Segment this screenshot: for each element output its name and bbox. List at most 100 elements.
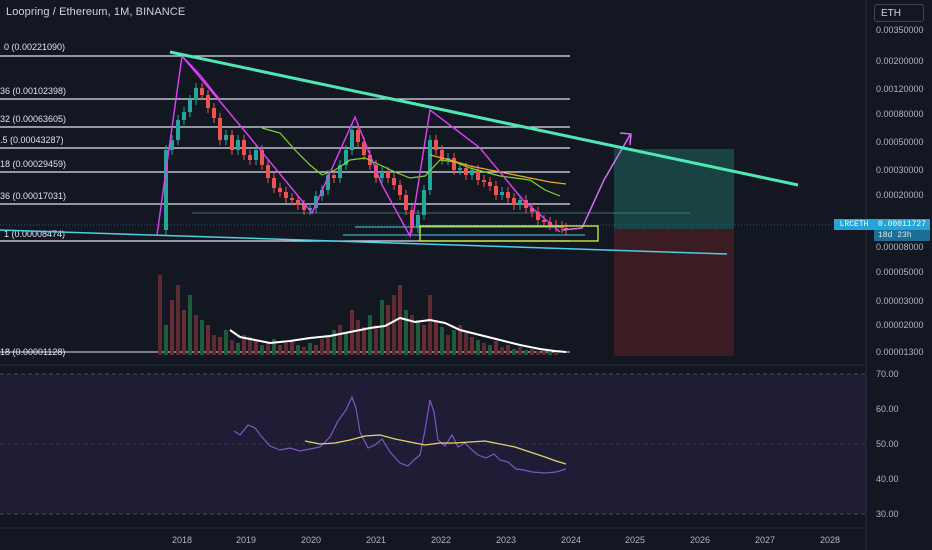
volume-bar xyxy=(428,295,432,355)
volume-bar xyxy=(170,300,174,355)
time-tick-2025: 2025 xyxy=(625,535,645,545)
candle-body xyxy=(266,165,270,178)
volume-bar xyxy=(434,320,438,355)
candle-body xyxy=(278,188,282,192)
candle-body xyxy=(470,170,474,175)
candle-body xyxy=(290,198,294,200)
time-tick-2026: 2026 xyxy=(690,535,710,545)
price-tick-0: 0.00350000 xyxy=(876,25,924,35)
candle-body xyxy=(416,215,420,228)
zigzag-pattern[interactable] xyxy=(156,54,561,239)
candle-body xyxy=(536,212,540,220)
candle-body xyxy=(320,190,324,196)
price-tick-1: 0.00200000 xyxy=(876,56,924,66)
rsi-axis[interactable]: 70.00 60.00 50.00 40.00 30.00 xyxy=(876,369,899,519)
price-tick-4: 0.00050000 xyxy=(876,137,924,147)
candle-body xyxy=(326,175,330,190)
candle-body xyxy=(398,185,402,195)
volume-bar xyxy=(272,339,276,355)
candle-body xyxy=(518,200,522,205)
price-axis[interactable]: 0.00350000 0.00200000 0.00120000 0.00080… xyxy=(876,25,924,357)
candle-body xyxy=(356,130,360,142)
price-tick-6: 0.00020000 xyxy=(876,190,924,200)
volume-bar xyxy=(542,350,546,355)
time-tick-2022: 2022 xyxy=(431,535,451,545)
fib-label-6: 1 (0.00008474) xyxy=(4,229,65,239)
candle-body xyxy=(230,135,234,150)
volume-bar xyxy=(206,325,210,355)
candle-body xyxy=(236,140,240,150)
candle-body xyxy=(380,172,384,178)
volume-bar xyxy=(242,335,246,355)
volume-bar xyxy=(404,310,408,355)
candle-body xyxy=(248,155,252,160)
last-price-tag: 0.00011727 xyxy=(874,219,930,230)
price-tick-3: 0.00080000 xyxy=(876,109,924,119)
fib-retracement[interactable] xyxy=(0,55,570,353)
bar-countdown: 18d 23h xyxy=(874,230,930,241)
resistance-trendline[interactable] xyxy=(169,50,799,187)
rsi-tick-60: 60.00 xyxy=(876,404,899,414)
candle-body xyxy=(392,178,396,185)
volume-ma-line xyxy=(229,316,567,353)
candle-body xyxy=(284,192,288,198)
volume-bar xyxy=(176,285,180,355)
volume-bar xyxy=(494,341,498,355)
volume-bar xyxy=(218,337,222,355)
support-trendline[interactable] xyxy=(0,229,728,255)
candle-body xyxy=(404,195,408,210)
candle-body xyxy=(488,182,492,186)
volume-bar xyxy=(410,315,414,355)
fib-label-1: 36 (0.00102398) xyxy=(0,86,66,96)
volume-bar xyxy=(470,337,474,355)
rsi-tick-30: 30.00 xyxy=(876,509,899,519)
volume-bar xyxy=(200,320,204,355)
volume-bar xyxy=(524,350,528,355)
candle-body xyxy=(500,192,504,195)
volume-bar xyxy=(344,333,348,355)
volume-bar xyxy=(212,335,216,355)
volume-bar xyxy=(512,349,516,355)
candle-body xyxy=(422,190,426,215)
candle-body xyxy=(260,150,264,165)
time-tick-2027: 2027 xyxy=(755,535,775,545)
accumulation-box[interactable] xyxy=(419,225,599,242)
price-tick-10: 0.00002000 xyxy=(876,320,924,330)
currency-button[interactable]: ETH xyxy=(874,4,924,22)
volume-bar xyxy=(230,340,234,355)
candle-body xyxy=(176,120,180,140)
candle-body xyxy=(560,226,564,228)
volume-bar xyxy=(158,275,162,355)
volume-bar xyxy=(416,320,420,355)
candle-body xyxy=(542,220,546,222)
volume-bar xyxy=(266,343,270,355)
projection-arrow[interactable] xyxy=(561,134,631,231)
stop-zone xyxy=(614,229,734,356)
candle-body xyxy=(458,168,462,170)
volume-bar xyxy=(554,352,558,355)
volume-bar xyxy=(506,345,510,355)
price-tick-7: 0.00008000 xyxy=(876,242,924,252)
price-pane[interactable] xyxy=(0,0,866,365)
candle-body xyxy=(338,165,342,178)
candle-body xyxy=(476,170,480,180)
time-tick-2028: 2028 xyxy=(820,535,840,545)
candle-body xyxy=(170,140,174,150)
candle-body xyxy=(302,205,306,210)
volume-bar xyxy=(464,333,468,355)
volume-bar xyxy=(398,285,402,355)
candle-body xyxy=(254,150,258,160)
candle-body xyxy=(206,95,210,108)
candle-body xyxy=(308,208,312,210)
candle-body xyxy=(182,112,186,120)
volume-bar xyxy=(194,315,198,355)
candle-body xyxy=(212,108,216,118)
price-tick-2: 0.00120000 xyxy=(876,84,924,94)
volume-bar xyxy=(536,351,540,355)
time-axis[interactable]: 2018 2019 2020 2021 2022 2023 2024 2025 … xyxy=(172,535,840,545)
fib-label-2: 32 (0.00063605) xyxy=(0,114,66,124)
volume-bar xyxy=(368,315,372,355)
symbol-title[interactable]: Loopring / Ethereum, 1M, BINANCE xyxy=(6,6,186,18)
time-tick-2024: 2024 xyxy=(561,535,581,545)
